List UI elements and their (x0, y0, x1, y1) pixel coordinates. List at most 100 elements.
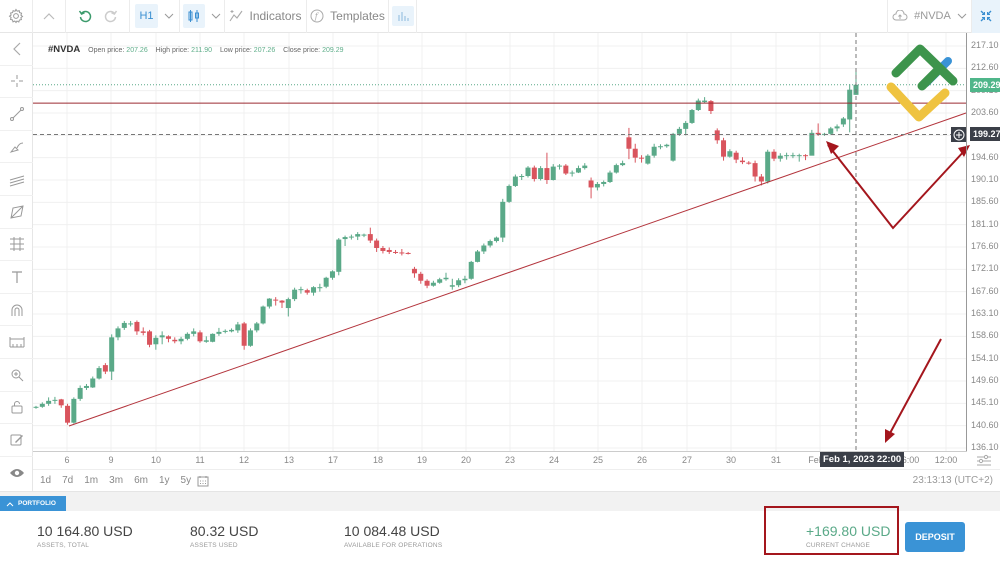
price-chart[interactable]: #NVDA Open price: 207.26 High price: 211… (33, 33, 1000, 491)
indicators-button[interactable]: Indicators (225, 0, 307, 33)
crosshair-icon (10, 75, 23, 88)
fullscreen-button[interactable] (972, 0, 1000, 33)
price-tick: 217.10 (971, 40, 999, 50)
cloud-icon (892, 10, 908, 21)
candlestick-icon (188, 10, 199, 22)
price-tick: 167.60 (971, 285, 999, 296)
collapse-button[interactable] (33, 0, 66, 33)
time-tick: 24 (548, 455, 560, 465)
indicators-icon (230, 10, 243, 22)
time-tick: 06:00 (896, 455, 920, 465)
time-tick: 23 (504, 455, 516, 465)
edit-tool[interactable] (0, 424, 33, 457)
time-tick: 9 (108, 455, 114, 465)
magnet-icon (11, 304, 22, 316)
time-tick: 13 (283, 455, 295, 465)
crosshair-time-tag: Feb 1, 2023 22:00 (820, 452, 905, 467)
time-tick: 27 (681, 455, 693, 465)
deposit-button[interactable]: DEPOSIT (905, 522, 965, 552)
price-tick: 194.60 (971, 151, 999, 162)
time-tick: 17 (327, 455, 339, 465)
back-button[interactable] (0, 33, 33, 66)
trendline-tool[interactable] (0, 98, 33, 131)
period-1m[interactable]: 1m (84, 475, 99, 486)
sliders-icon (977, 454, 991, 466)
redo-button[interactable] (104, 4, 118, 28)
axis-settings-button[interactable] (974, 452, 994, 468)
time-tick: 6 (64, 455, 70, 465)
period-6m[interactable]: 6m (134, 475, 148, 486)
text-icon (11, 271, 22, 283)
svg-text:f: f (314, 12, 320, 21)
price-tick: 145.10 (971, 397, 999, 408)
price-tick: 185.60 (971, 196, 999, 207)
candlestick-chart[interactable] (33, 33, 1000, 451)
period-1d[interactable]: 1d (40, 475, 52, 486)
lock-tool[interactable] (0, 392, 33, 425)
crosshair-tool[interactable] (0, 66, 33, 99)
price-tick: 212.60 (971, 62, 999, 73)
time-tick: 26 (636, 455, 648, 465)
period-1y[interactable]: 1y (158, 475, 170, 486)
top-toolbar: H1 Indicators f Templates #NVDA (0, 0, 1000, 33)
timeframe-button[interactable]: H1 (135, 4, 158, 28)
channel-tool[interactable] (0, 163, 33, 196)
portfolio-tab[interactable]: PORTFOLIO (0, 496, 66, 511)
brush-icon (9, 142, 23, 153)
back-icon (12, 42, 20, 56)
templates-button[interactable]: f Templates (307, 0, 389, 33)
period-bar: 1d 7d 1m 3m 6m 1y 5y 23:13:13 (UTC+2) (33, 469, 1000, 491)
time-tick: 30 (725, 455, 737, 465)
chevron-down-icon[interactable] (164, 12, 174, 20)
period-5y[interactable]: 5y (180, 475, 192, 486)
price-axis[interactable]: 217.10212.60209.10203.60199.10194.60190.… (966, 33, 1000, 452)
time-axis[interactable]: 6 9 10 11 12 13 17 18 19 20 23 24 25 26 27 30 31 Feb 06:00… (33, 451, 967, 469)
price-tick: 172.10 (971, 263, 999, 274)
eye-icon (9, 469, 24, 478)
measure-icon (9, 337, 24, 348)
add-alert-button[interactable] (951, 127, 966, 142)
fibonacci-tool[interactable] (0, 229, 33, 262)
price-tick: 176.60 (971, 241, 999, 251)
ohlc-legend: #NVDA Open price: 207.26 High price: 211… (48, 44, 344, 55)
price-tick: 190.10 (971, 174, 999, 184)
brush-tool[interactable] (0, 131, 33, 164)
volume-button[interactable] (389, 0, 417, 33)
crosshair-price-tag: 199.27 (970, 127, 1000, 141)
chevron-down-icon[interactable] (211, 12, 221, 20)
undo-button[interactable] (78, 4, 92, 28)
time-tick: 19 (416, 455, 428, 465)
available-for-operations: 10 084.48 USD AVAILABLE FOR OPERATIONS (344, 523, 443, 549)
measure-tool[interactable] (0, 326, 33, 359)
drawing-toolbar (0, 33, 33, 491)
portfolio-panel: PORTFOLIO 10 164.80 USD ASSETS, TOTAL 80… (0, 491, 1000, 561)
time-tick: Feb (808, 455, 824, 465)
text-tool[interactable] (0, 261, 33, 294)
settings-button[interactable] (0, 0, 33, 33)
chart-type-button[interactable] (183, 4, 205, 28)
redo-icon (104, 10, 117, 23)
period-7d[interactable]: 7d (62, 475, 74, 486)
price-tick: 181.10 (971, 218, 999, 229)
assets-total: 10 164.80 USD ASSETS, TOTAL (37, 523, 133, 549)
brand-logo (886, 44, 958, 122)
current-change: +169.80 USD CURRENT CHANGE (806, 523, 891, 549)
templates-icon: f (310, 9, 324, 23)
bar-chart-icon (398, 12, 408, 21)
time-tick: 31 (770, 455, 782, 465)
pattern-tool[interactable] (0, 196, 33, 229)
symbol-selector[interactable]: #NVDA (887, 0, 972, 33)
period-3m[interactable]: 3m (109, 475, 124, 486)
gear-icon (8, 8, 24, 24)
time-tick: 25 (592, 455, 604, 465)
zoom-tool[interactable] (0, 359, 33, 392)
magnet-tool[interactable] (0, 294, 33, 327)
price-tick: 203.60 (971, 107, 999, 117)
chevron-down-icon (957, 13, 967, 19)
visibility-toggle[interactable] (0, 457, 33, 490)
time-tick: 12 (238, 455, 250, 465)
channel-icon (9, 175, 24, 187)
date-range-button[interactable] (197, 475, 209, 487)
pattern-icon (9, 205, 24, 219)
zoom-in-icon (11, 369, 23, 382)
